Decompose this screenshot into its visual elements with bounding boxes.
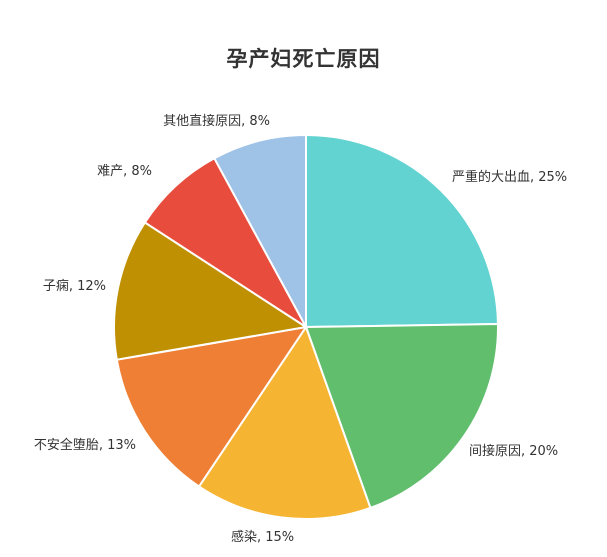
slice-label: 子痫, 12%: [43, 278, 106, 294]
pie-slice: [143, 156, 307, 328]
slice-label: 其他直接原因, 8%: [163, 113, 270, 129]
pie-slice: [197, 324, 372, 520]
slice-label: 难产, 8%: [97, 164, 152, 179]
pie-slice: [115, 325, 309, 488]
slice-label: 感染, 15%: [231, 529, 294, 545]
slice-label: 严重的大出血, 25%: [452, 169, 567, 185]
pie-slice: [212, 133, 307, 328]
pie-slice: [304, 322, 499, 510]
pie-slice: [305, 133, 499, 329]
pie-slice: [112, 221, 309, 361]
slice-label: 间接原因, 20%: [469, 443, 558, 459]
chart-title: 孕产妇死亡原因: [226, 47, 381, 71]
slice-label: 不安全堕胎, 13%: [34, 437, 136, 453]
